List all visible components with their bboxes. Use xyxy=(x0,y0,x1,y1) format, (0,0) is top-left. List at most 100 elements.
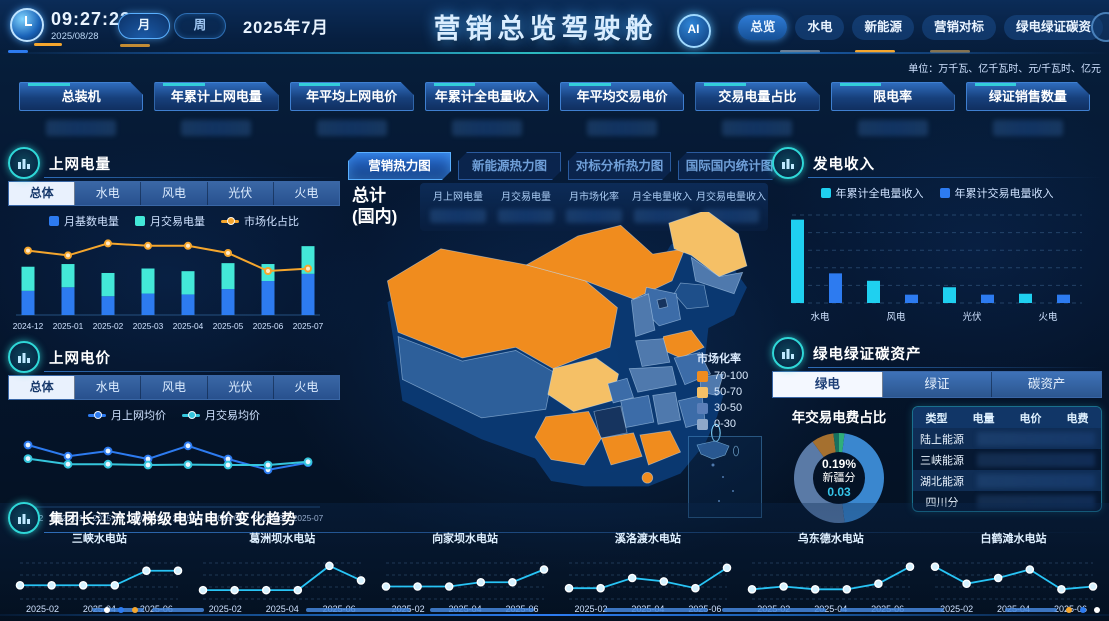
scrollbar-segment[interactable] xyxy=(152,608,204,612)
heatmap-tab-国际国内统计图[interactable]: 国际国内统计图 xyxy=(678,152,781,180)
legend-square-marker xyxy=(697,402,708,414)
pager-dot[interactable] xyxy=(1094,607,1100,613)
row-label: 四川分 xyxy=(913,494,971,510)
kpi-value-blurred xyxy=(722,120,793,136)
svg-text:2025-05: 2025-05 xyxy=(213,513,244,523)
kpi-button-限电率[interactable]: 限电率 xyxy=(831,82,955,111)
scrollbar-segment[interactable] xyxy=(722,608,826,612)
power-tab-光伏[interactable]: 光伏 xyxy=(207,182,274,205)
panel-title: 上网电价 xyxy=(49,350,111,367)
pager-dot[interactable] xyxy=(132,607,138,613)
legend-line-marker xyxy=(221,217,239,225)
power-tab-火电[interactable]: 火电 xyxy=(273,182,340,205)
legend-square-marker xyxy=(135,216,145,226)
nav-item-水电[interactable]: 水电 xyxy=(795,15,845,40)
power-tab-风电[interactable]: 风电 xyxy=(141,182,208,205)
kpi-button-年累计上网电量[interactable]: 年累计上网电量 xyxy=(154,82,278,111)
green-tab-绿证[interactable]: 绿证 xyxy=(882,372,993,397)
clock-widget: 09:27:22 2025/08/28 xyxy=(10,8,131,42)
table-header-类型: 类型 xyxy=(925,412,948,425)
green-tab-碳资产[interactable]: 碳资产 xyxy=(992,372,1102,397)
svg-text:2025-01: 2025-01 xyxy=(53,321,84,331)
scrollbar-segment[interactable] xyxy=(840,608,944,612)
price-tab-风电[interactable]: 风电 xyxy=(141,376,208,399)
scrollbar-segment[interactable] xyxy=(1005,608,1057,612)
metric-月全电量收入: 月全电量收入 xyxy=(628,188,696,223)
kpi-value-blurred xyxy=(857,120,928,136)
kpi-value-blurred xyxy=(451,120,522,136)
pager-dot[interactable] xyxy=(118,607,124,613)
kpi-button-总装机[interactable]: 总装机 xyxy=(19,82,143,111)
price-tab-火电[interactable]: 火电 xyxy=(273,376,340,399)
legend-label: 0-30 xyxy=(714,418,737,430)
svg-text:2025-03: 2025-03 xyxy=(133,321,164,331)
table-row-湖北能源[interactable]: 湖北能源 xyxy=(913,470,1101,491)
scrollbar-segment[interactable] xyxy=(306,608,410,612)
map-legend-item-0-30: 0-30 xyxy=(697,418,748,430)
generation-income-panel: 发电收入 年累计全电量收入 年累计交易电量收入 水电 风电 光伏 火电 xyxy=(772,147,1102,338)
heatmap-tab-新能源热力图[interactable]: 新能源热力图 xyxy=(458,152,561,180)
donut-region-name: 新疆分 xyxy=(822,471,856,484)
scrollbar-segment[interactable] xyxy=(604,608,708,612)
kpi-button-交易电量占比[interactable]: 交易电量占比 xyxy=(695,82,819,111)
legend-label: 年累计交易电量收入 xyxy=(954,188,1054,200)
green-tab-绿电[interactable]: 绿电 xyxy=(773,372,883,397)
page-title: 营销总览驾驶舱 xyxy=(433,14,658,44)
generation-income-header: 发电收入 xyxy=(772,147,1102,179)
legend-item-月交易电量: 月交易电量 xyxy=(135,213,205,229)
price-tab-光伏[interactable]: 光伏 xyxy=(207,376,274,399)
table-row-陆上能源[interactable]: 陆上能源 xyxy=(913,428,1101,449)
pager-dot[interactable] xyxy=(1080,607,1086,613)
current-month-label: 2025年7月 xyxy=(243,19,329,37)
period-pill-月[interactable]: 月 xyxy=(118,13,170,39)
pager-dot[interactable] xyxy=(1066,607,1072,613)
green-assets-header: 绿电绿证碳资产 xyxy=(772,337,1102,369)
kpi-button-年平均上网电价[interactable]: 年平均上网电价 xyxy=(290,82,414,111)
x-tick-label: 2025-02 xyxy=(574,604,608,614)
svg-text:光伏: 光伏 xyxy=(962,311,982,323)
metric-月上网电量: 月上网电量 xyxy=(424,188,492,223)
total-domestic-label: 总计 (国内) xyxy=(352,185,397,227)
power-tab-总体[interactable]: 总体 xyxy=(9,182,76,205)
legend-square-marker xyxy=(697,418,708,430)
heatmap-tab-对标分析热力图[interactable]: 对标分析热力图 xyxy=(568,152,671,180)
station-line-svg xyxy=(564,562,732,600)
kpi-button-年平均交易电价[interactable]: 年平均交易电价 xyxy=(560,82,684,111)
metric-value-blurred xyxy=(634,209,690,223)
power-tab-水电[interactable]: 水电 xyxy=(75,182,142,205)
legend-item-月基数电量: 月基数电量 xyxy=(49,213,119,229)
kpi-button-年累计全电量收入[interactable]: 年累计全电量收入 xyxy=(425,82,549,111)
kpi-wrap: 年累计上网电量 xyxy=(155,82,277,136)
kpi-wrap: 交易电量占比 xyxy=(696,82,818,136)
bottom-scrollbar-track[interactable] xyxy=(0,614,1109,616)
table-header-电价: 电价 xyxy=(1019,412,1042,425)
kpi-value-blurred xyxy=(992,120,1063,136)
metric-label: 月全电量收入 xyxy=(632,192,692,203)
nav-item-新能源[interactable]: 新能源 xyxy=(852,15,914,40)
metric-label: 月上网电量 xyxy=(433,192,483,203)
legend-label: 月交易均价 xyxy=(205,410,260,422)
kpi-wrap: 年平均交易电价 xyxy=(561,82,683,136)
kpi-row: 总装机 年累计上网电量 年平均上网电价 年累计全电量收入 年平均交易电价 交易电量占比 限电… xyxy=(20,82,1089,136)
scrollbar-segment[interactable] xyxy=(430,608,534,612)
price-tab-总体[interactable]: 总体 xyxy=(9,376,76,399)
svg-text:火电: 火电 xyxy=(1038,311,1058,323)
panel-icon xyxy=(8,502,40,534)
nav-item-营销对标[interactable]: 营销对标 xyxy=(921,15,996,40)
panel-icon xyxy=(8,341,40,373)
period-pill-周[interactable]: 周 xyxy=(174,13,226,39)
deco-dash xyxy=(780,50,820,53)
nav-item-总览[interactable]: 总览 xyxy=(738,15,788,40)
ai-assistant-button[interactable]: AI xyxy=(676,14,711,48)
kpi-button-绿证销售数量[interactable]: 绿证销售数量 xyxy=(966,82,1090,111)
table-row-三峡能源[interactable]: 三峡能源 xyxy=(913,449,1101,470)
station-line-svg xyxy=(198,561,366,600)
table-row-四川分[interactable]: 四川分 xyxy=(913,491,1101,511)
heatmap-tab-营销热力图[interactable]: 营销热力图 xyxy=(348,152,451,180)
nav-item-绿电绿证碳资[interactable]: 绿电绿证碳资 xyxy=(1003,15,1103,40)
price-tab-水电[interactable]: 水电 xyxy=(75,376,142,399)
legend-label: 市场化占比 xyxy=(244,216,299,228)
svg-text:2024-12: 2024-12 xyxy=(13,321,44,331)
pager-dot[interactable] xyxy=(104,607,110,613)
